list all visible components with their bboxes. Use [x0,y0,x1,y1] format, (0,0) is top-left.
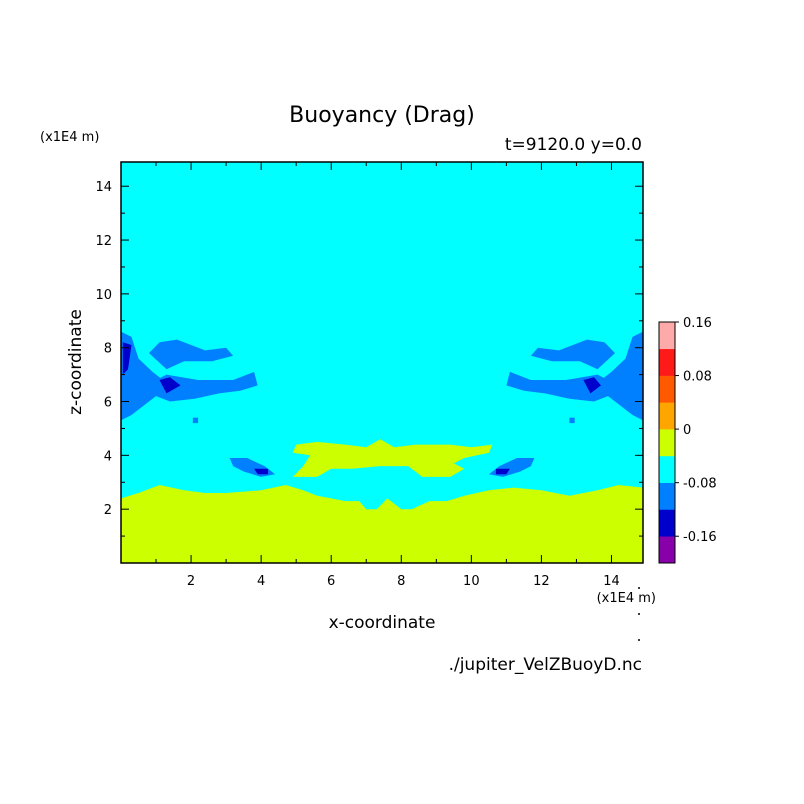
contour-region-negative-left-core [122,342,132,375]
contour-region-negative-right-eddy-core [495,468,510,475]
x-tick-label: 4 [257,574,265,589]
colorbar-level [659,348,675,376]
contour-region-negative-right-band-lower [506,371,608,402]
colorbar-label: 0.16 [683,316,712,331]
y-tick-label: 14 [95,180,112,195]
colorbar-label: 0 [683,423,691,438]
chart-subtitle: t=9120.0 y=0.0 [505,135,642,155]
colorbar: -0.16 -0.08 0 0.08 0.16 [658,316,717,564]
y-tick-label: 6 [104,396,112,411]
y-tick-label: 8 [104,342,112,357]
y-axis-label: z-coordinate [66,309,86,415]
contour-region-negative-right-wall [601,331,643,421]
contour-region-negative-right-speck [569,417,575,424]
contour-region-negative-right-core [583,377,601,394]
contour-region-positive-lower-layer [121,485,643,563]
y-tick-label: 2 [104,503,112,518]
x-tick-label: 8 [397,574,405,589]
contour-region-negative-left-wall [121,331,163,421]
x-axis-label: x-coordinate [329,613,436,633]
contour-region-negative-left-speck [192,417,199,424]
colorbar-label: 0.08 [683,370,712,385]
y-tick-label: 12 [95,234,112,249]
x-tick-label: 10 [463,574,480,589]
colorbar-label: -0.16 [683,530,717,545]
marker-dots [638,587,640,641]
contour-region-negative-left-core-2 [159,377,181,394]
colorbar-label: -0.08 [683,477,717,492]
marker-dot [638,639,640,641]
plot-frame [120,161,644,564]
x-tick-label: 6 [327,574,335,589]
colorbar-level [659,375,675,403]
x-tick-label: 12 [533,574,550,589]
colorbar-level [659,536,675,564]
marker-dot [638,613,640,615]
colorbar-level [659,482,675,510]
y-tick-label: 10 [95,288,112,303]
marker-dot [638,587,640,589]
contour-region-negative-left-band-lower [156,371,258,402]
plot-area [120,161,644,564]
x-tick-label: 2 [187,574,195,589]
x-unit-label: (x1E4 m) [597,591,656,606]
y-tick-label: 4 [104,449,112,464]
contour-region-negative-right-band-upper [530,339,615,370]
contour-region-positive-upper-band [292,439,493,477]
colorbar-level [659,455,675,483]
colorbar-level [659,322,675,350]
y-unit-label: (x1E4 m) [40,130,99,145]
contour-region-negative-left-eddy-core [254,468,269,475]
contour-region-negative-left-band-upper [149,339,234,370]
chart-title: Buoyancy (Drag) [289,103,475,128]
colorbar-level [659,429,675,457]
source-filename: ./jupiter_VelZBuoyD.nc [449,655,642,675]
colorbar-frame [658,321,676,564]
colorbar-level [659,509,675,537]
colorbar-level [659,402,675,430]
x-tick-label: 14 [603,574,620,589]
